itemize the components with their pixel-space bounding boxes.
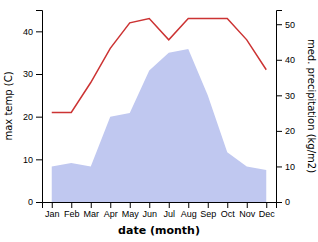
tick: Feb <box>64 202 80 219</box>
tick-mark <box>276 202 282 203</box>
tick-label: Dec <box>259 209 276 219</box>
tick-label: 50 <box>285 20 295 30</box>
chart: Jan Feb Mar Apr MayJun Jul AugSep OctNovDec 0 10 2… <box>0 0 318 242</box>
tick: 20 <box>276 126 295 136</box>
tick-label: Jan <box>45 209 60 219</box>
tick-label: Aug <box>181 209 197 219</box>
tick-mark <box>247 202 248 208</box>
tick-mark <box>276 131 282 132</box>
tick: Dec <box>259 202 276 219</box>
y2-axis: 0 10 20 30 40 50 <box>276 11 295 208</box>
tick: 40 <box>276 55 295 65</box>
tick-mark <box>36 117 42 118</box>
tick-mark <box>110 202 111 208</box>
tick-label: Mar <box>84 209 100 219</box>
tick: 10 <box>23 155 42 165</box>
tick: 30 <box>276 91 295 101</box>
tick-mark <box>276 166 282 167</box>
tick-label: 30 <box>23 69 33 79</box>
tick: Oct <box>221 202 236 219</box>
tick-label: 40 <box>23 27 33 37</box>
tick: 30 <box>23 69 42 79</box>
tick-mark <box>227 202 228 208</box>
tick: 10 <box>276 162 295 172</box>
tick-mark <box>36 31 42 32</box>
tick: 0 <box>276 197 290 207</box>
tick-mark <box>169 202 170 208</box>
tick-mark <box>130 202 131 208</box>
plot: Jan Feb Mar Apr MayJun Jul AugSep OctNovDec 0 10 2… <box>23 11 295 220</box>
tick: Apr <box>104 202 118 219</box>
tick-mark <box>52 202 53 208</box>
tick: Jun <box>142 202 157 219</box>
axis-line <box>43 203 277 209</box>
tick-label: 40 <box>285 55 295 65</box>
tick-mark <box>266 202 267 208</box>
tick-label: Oct <box>221 209 236 219</box>
tick-label: 10 <box>285 162 295 172</box>
tick-mark <box>36 74 42 75</box>
tick: Jul <box>163 202 175 219</box>
tick-label: Apr <box>104 209 118 219</box>
tick-mark <box>208 202 209 208</box>
tick-label: May <box>122 209 140 219</box>
tick-mark <box>71 202 72 208</box>
tick: 0 <box>28 197 42 207</box>
tick: Nov <box>239 202 256 219</box>
tick-label: 0 <box>285 197 290 207</box>
tick-label: Sep <box>200 209 216 219</box>
tick-label: 30 <box>285 91 295 101</box>
tick-mark <box>149 202 150 208</box>
tick: 40 <box>23 27 42 37</box>
tick-mark <box>36 202 42 203</box>
tick-mark <box>276 24 282 25</box>
tick-label: 10 <box>23 155 33 165</box>
y-axis-title: max temp (C) <box>3 71 14 140</box>
tick-mark <box>91 202 92 208</box>
tick: Mar <box>84 202 100 219</box>
axis-line <box>36 11 43 203</box>
tick-label: 0 <box>28 197 33 207</box>
tick-label: 20 <box>23 112 33 122</box>
tick-mark <box>276 95 282 96</box>
tick: 20 <box>23 112 42 122</box>
tick-label: Feb <box>64 209 80 219</box>
line <box>52 19 267 113</box>
y2-axis-title: med. precipitation (kg/m2) <box>306 39 317 173</box>
x-axis: Jan Feb Mar Apr MayJun Jul AugSep OctNovDec <box>43 202 277 219</box>
tick-label: Jun <box>142 209 157 219</box>
tick: 50 <box>276 20 295 30</box>
tick-mark <box>276 60 282 61</box>
tick-label: 20 <box>285 126 295 136</box>
axis-line <box>277 11 283 203</box>
y-axis: 0 10 20 30 40 <box>23 11 43 208</box>
tick-label: Nov <box>239 209 256 219</box>
tick: May <box>122 202 140 219</box>
area <box>52 49 267 202</box>
tick-mark <box>188 202 189 208</box>
marks <box>52 19 267 202</box>
tick: Jan <box>45 202 60 219</box>
tick-label: Jul <box>163 209 175 219</box>
x-axis-title: date (month) <box>118 224 200 237</box>
tick: Sep <box>200 202 216 219</box>
tick: Aug <box>181 202 197 219</box>
tick-mark <box>36 159 42 160</box>
